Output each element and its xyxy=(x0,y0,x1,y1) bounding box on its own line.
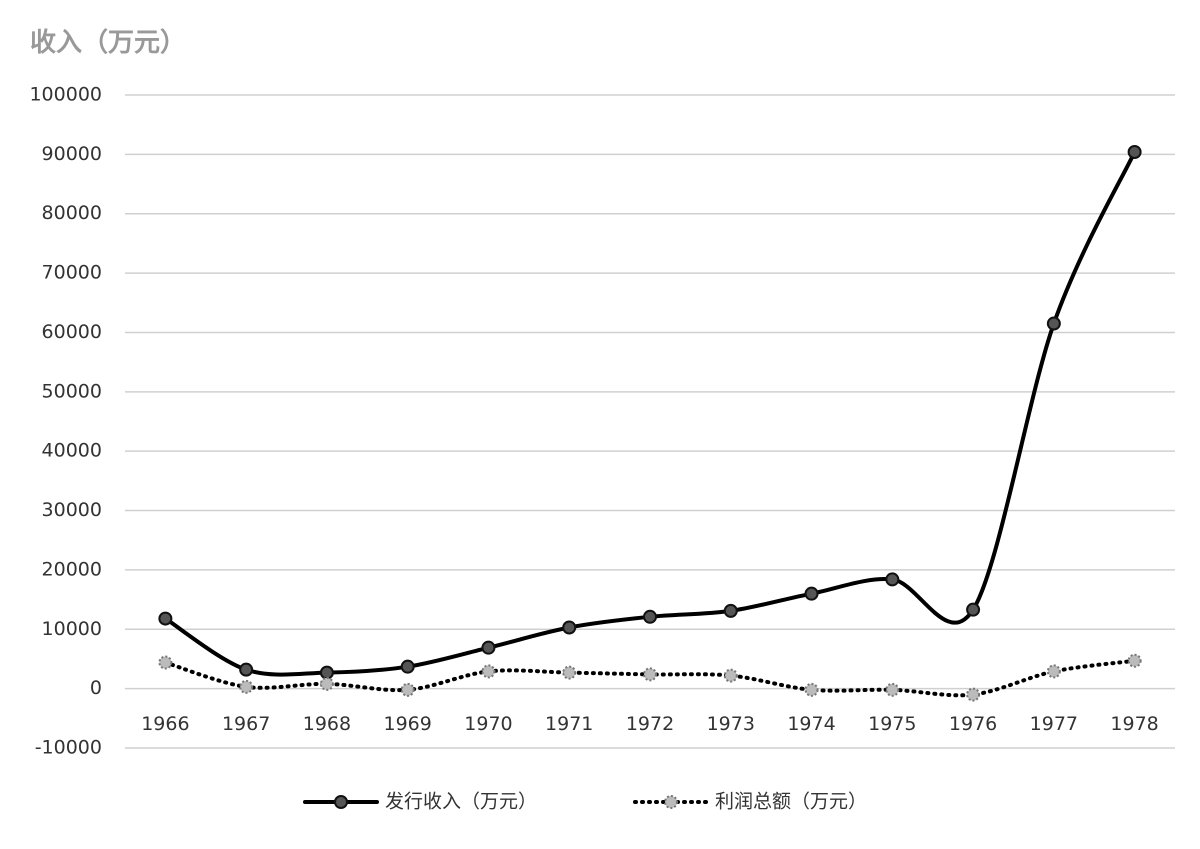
y-tick-label: 10000 xyxy=(42,618,102,640)
x-tick-label: 1976 xyxy=(949,713,997,735)
legend-label: 利润总额（万元） xyxy=(715,791,867,813)
point xyxy=(1127,144,1142,159)
point xyxy=(1046,316,1061,331)
point xyxy=(158,611,173,626)
point xyxy=(400,659,415,674)
point xyxy=(723,668,738,683)
x-tick-label: 1966 xyxy=(141,713,189,735)
x-tick-label: 1968 xyxy=(303,713,351,735)
y-tick-label: 100000 xyxy=(29,84,102,106)
x-tick-label: 1975 xyxy=(868,713,916,735)
y-tick-label: 30000 xyxy=(42,499,102,521)
point xyxy=(966,602,981,617)
y-tick-label: 70000 xyxy=(42,262,102,284)
point xyxy=(239,679,254,694)
point xyxy=(1127,653,1142,668)
point xyxy=(319,665,334,680)
point xyxy=(804,682,819,697)
point xyxy=(239,662,254,677)
point xyxy=(804,586,819,601)
y-tick-label: 80000 xyxy=(42,202,102,224)
point xyxy=(562,665,577,680)
point xyxy=(885,572,900,587)
x-tick-label: 1974 xyxy=(787,713,835,735)
y-tick-label: 40000 xyxy=(42,440,102,462)
series-line xyxy=(163,149,1137,677)
point xyxy=(885,682,900,697)
y-tick-label: 90000 xyxy=(42,143,102,165)
legend-marker xyxy=(334,795,348,809)
x-tick-label: 1977 xyxy=(1030,713,1078,735)
legend-label: 发行收入（万元） xyxy=(385,791,537,813)
point xyxy=(319,676,334,691)
y-tick-label: 60000 xyxy=(42,321,102,343)
point xyxy=(723,603,738,618)
x-tick-label: 1972 xyxy=(626,713,674,735)
x-tick-label: 1973 xyxy=(707,713,755,735)
x-tick-label: 1971 xyxy=(545,713,593,735)
y-axis-title: 收入（万元） xyxy=(30,28,186,58)
point xyxy=(481,664,496,679)
point xyxy=(400,682,415,697)
y-tick-label: 0 xyxy=(90,677,102,699)
point xyxy=(158,655,173,670)
y-tick-label: 20000 xyxy=(42,558,102,580)
point xyxy=(562,620,577,635)
point xyxy=(1046,664,1061,679)
point xyxy=(643,609,657,624)
x-tick-label: 1969 xyxy=(384,713,432,735)
point xyxy=(966,687,981,702)
legend-marker xyxy=(664,795,678,809)
y-tick-label: 50000 xyxy=(42,380,102,402)
point xyxy=(643,667,657,682)
x-tick-label: 1970 xyxy=(464,713,512,735)
x-tick-label: 1967 xyxy=(222,713,270,735)
y-tick-label: -10000 xyxy=(35,737,102,759)
point xyxy=(481,640,496,655)
x-tick-label: 1978 xyxy=(1110,713,1158,735)
